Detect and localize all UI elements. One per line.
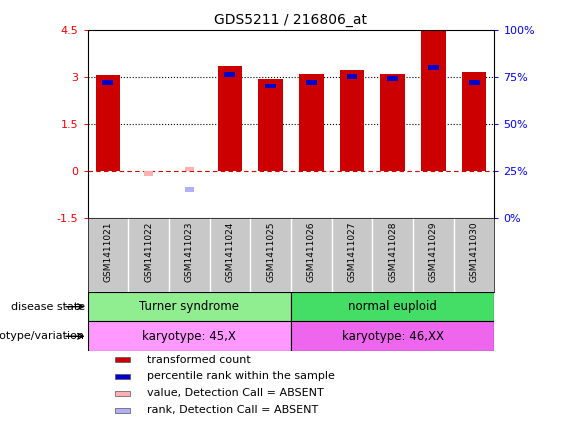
Bar [95, 75, 120, 171]
Bar [102, 80, 114, 85]
Text: GSM1411027: GSM1411027 [347, 222, 357, 282]
Bar [428, 65, 439, 70]
Bar [185, 167, 194, 171]
Bar [258, 79, 283, 171]
Bar [115, 374, 130, 379]
Text: Turner syndrome: Turner syndrome [140, 300, 239, 313]
Bar [468, 80, 480, 85]
Bar [380, 74, 405, 171]
Text: karyotype: 46,XX: karyotype: 46,XX [342, 330, 444, 343]
Bar [185, 187, 194, 192]
Bar [387, 76, 398, 81]
Bar [218, 66, 242, 171]
Bar [462, 72, 486, 171]
Text: disease state: disease state [11, 302, 85, 312]
Text: GSM1411022: GSM1411022 [144, 222, 153, 282]
Text: GSM1411026: GSM1411026 [307, 222, 316, 282]
Text: rank, Detection Call = ABSENT: rank, Detection Call = ABSENT [147, 405, 319, 415]
Text: genotype/variation: genotype/variation [0, 331, 85, 341]
Bar [88, 321, 291, 351]
Text: percentile rank within the sample: percentile rank within the sample [147, 371, 335, 382]
Bar [88, 292, 291, 321]
Bar [115, 391, 130, 396]
Bar [144, 171, 153, 176]
Text: GSM1411028: GSM1411028 [388, 222, 397, 282]
Bar [340, 70, 364, 171]
Text: GSM1411024: GSM1411024 [225, 222, 234, 282]
Text: value, Detection Call = ABSENT: value, Detection Call = ABSENT [147, 388, 324, 398]
Title: GDS5211 / 216806_at: GDS5211 / 216806_at [215, 13, 367, 27]
Text: GSM1411029: GSM1411029 [429, 222, 438, 282]
Text: GSM1411025: GSM1411025 [266, 222, 275, 282]
Bar [224, 72, 236, 77]
Text: normal euploid: normal euploid [348, 300, 437, 313]
Bar [346, 74, 358, 79]
Bar [421, 31, 446, 171]
Bar [291, 292, 494, 321]
Text: transformed count: transformed count [147, 354, 251, 365]
Text: GSM1411023: GSM1411023 [185, 222, 194, 282]
Text: GSM1411030: GSM1411030 [470, 222, 479, 282]
Bar [265, 84, 276, 88]
Bar [299, 74, 324, 171]
Bar [115, 357, 130, 362]
Bar [115, 408, 130, 412]
Text: GSM1411021: GSM1411021 [103, 222, 112, 282]
Bar [291, 321, 494, 351]
Text: karyotype: 45,X: karyotype: 45,X [142, 330, 236, 343]
Bar [306, 80, 317, 85]
